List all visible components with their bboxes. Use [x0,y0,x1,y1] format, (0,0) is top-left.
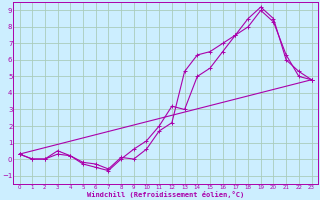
X-axis label: Windchill (Refroidissement éolien,°C): Windchill (Refroidissement éolien,°C) [87,191,244,198]
